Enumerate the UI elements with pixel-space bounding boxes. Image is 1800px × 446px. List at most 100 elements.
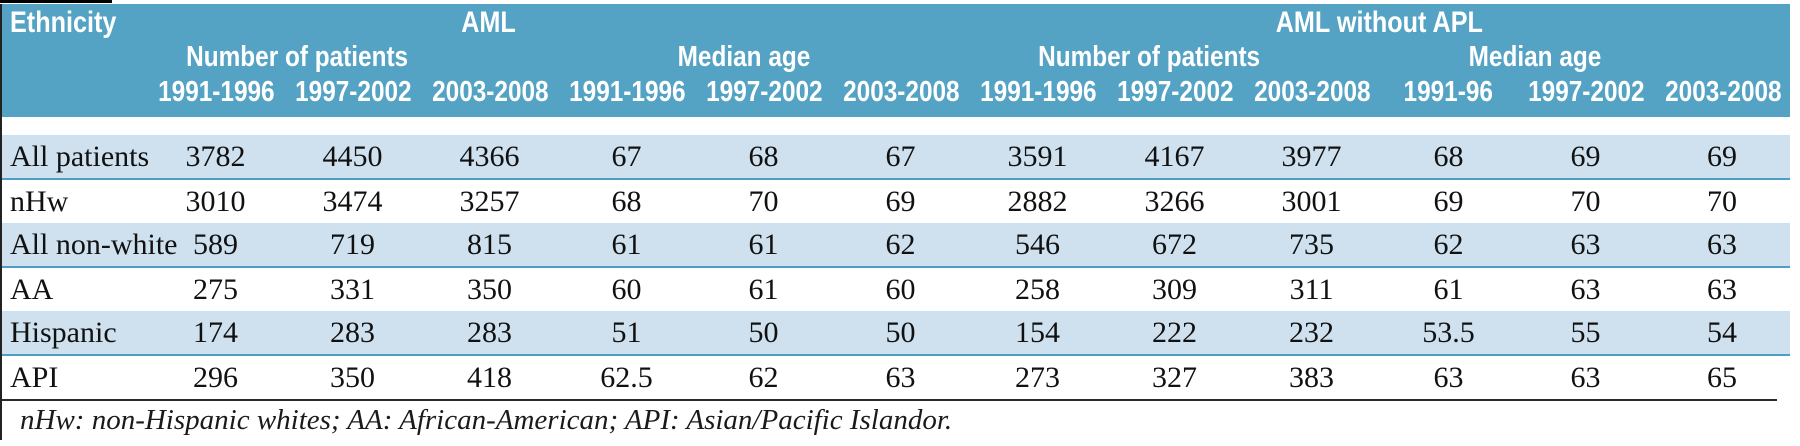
year-header: 1991-1996 — [558, 74, 695, 117]
year-header: 2003-2008 — [421, 74, 558, 117]
cell: 51 — [558, 311, 695, 356]
subgroup-header-awa-patients: Number of patients — [969, 40, 1381, 74]
table-body: All patients 3782 4450 4366 67 68 67 359… — [2, 117, 1791, 399]
cell: 62 — [1380, 223, 1518, 268]
cell: 327 — [1106, 355, 1244, 399]
cell: 70 — [695, 179, 832, 223]
cell: 69 — [1654, 135, 1791, 180]
table-header: Ethnicity AML AML without APL Number of … — [2, 4, 1791, 117]
cell: 4366 — [421, 135, 558, 180]
cell: 672 — [1106, 223, 1244, 268]
spacer-row — [2, 117, 1791, 135]
cell: 69 — [832, 179, 970, 223]
cell: 283 — [284, 311, 421, 356]
cell: 309 — [1106, 267, 1244, 311]
subgroup-header-aml-patients: Number of patients — [147, 40, 558, 74]
cell: 283 — [421, 311, 558, 356]
cell: 331 — [284, 267, 421, 311]
cell: 3591 — [969, 135, 1107, 180]
cell: 63 — [1517, 267, 1655, 311]
cell: 383 — [1243, 355, 1381, 399]
row-label: AA — [2, 267, 147, 311]
cell: 61 — [558, 223, 695, 268]
footnote-divider — [2, 399, 1777, 401]
cell: 719 — [284, 223, 421, 268]
year-header: 2003-2008 — [832, 74, 970, 117]
column-header-ethnicity-label: Ethnicity — [10, 6, 117, 39]
footnote: nHw: non-Hispanic whites; AA: African-Am… — [2, 401, 1790, 440]
cell: 61 — [695, 267, 832, 311]
cell: 275 — [147, 267, 284, 311]
cell: 4167 — [1106, 135, 1244, 180]
cell: 62 — [695, 355, 832, 399]
cell: 65 — [1654, 355, 1791, 399]
year-header: 2003-2008 — [1243, 74, 1381, 117]
header-row-subgroups: Number of patients Median age Number of … — [2, 40, 1791, 74]
cell: 3010 — [147, 179, 284, 223]
cell: 54 — [1654, 311, 1791, 356]
year-header: 1997-2002 — [1106, 74, 1244, 117]
year-header: 1997-2002 — [695, 74, 832, 117]
cell: 154 — [969, 311, 1107, 356]
cell: 350 — [284, 355, 421, 399]
cell: 3977 — [1243, 135, 1381, 180]
cell: 63 — [832, 355, 970, 399]
cell: 69 — [1517, 135, 1655, 180]
cell: 62.5 — [558, 355, 695, 399]
group-header-aml-without-apl: AML without APL — [969, 4, 1791, 40]
table-row-nhw: nHw 3010 3474 3257 68 70 69 2882 3266 30… — [2, 179, 1791, 223]
cell: 70 — [1517, 179, 1655, 223]
year-header: 1991-96 — [1380, 74, 1518, 117]
cell: 3782 — [147, 135, 284, 180]
year-header: 1997-2002 — [284, 74, 421, 117]
cell: 62 — [832, 223, 970, 268]
cell: 4450 — [284, 135, 421, 180]
group-header-aml-without-apl-label: AML without APL — [1275, 6, 1484, 39]
cell: 63 — [1654, 267, 1791, 311]
cell: 61 — [1380, 267, 1518, 311]
ethnicity-table-container: Ethnicity AML AML without APL Number of … — [0, 4, 1791, 440]
cell: 3266 — [1106, 179, 1244, 223]
year-header: 1991-1996 — [969, 74, 1107, 117]
cell: 50 — [832, 311, 970, 356]
cell: 68 — [1380, 135, 1518, 180]
cell: 273 — [969, 355, 1107, 399]
cell: 60 — [832, 267, 970, 311]
cell: 258 — [969, 267, 1107, 311]
cell: 67 — [558, 135, 695, 180]
cell: 60 — [558, 267, 695, 311]
cell: 61 — [695, 223, 832, 268]
cell: 222 — [1106, 311, 1244, 356]
column-header-ethnicity: Ethnicity — [2, 4, 147, 40]
year-header: 2003-2008 — [1654, 74, 1791, 117]
table-row-hispanic: Hispanic 174 283 283 51 50 50 154 222 23… — [2, 311, 1791, 356]
year-header: 1997-2002 — [1517, 74, 1655, 117]
cell: 311 — [1243, 267, 1381, 311]
cell: 735 — [1243, 223, 1381, 268]
cell: 418 — [421, 355, 558, 399]
year-header: 1991-1996 — [147, 74, 284, 117]
row-label: All non-white — [2, 223, 177, 268]
cell: 3001 — [1243, 179, 1381, 223]
cell: 68 — [695, 135, 832, 180]
ethnicity-table: Ethnicity AML AML without APL Number of … — [2, 4, 1791, 399]
cell: 55 — [1517, 311, 1655, 356]
cell: 174 — [147, 311, 284, 356]
header-spacer — [2, 74, 147, 117]
cell: 232 — [1243, 311, 1381, 356]
table-row-aa: AA 275 331 350 60 61 60 258 309 311 61 6… — [2, 267, 1791, 311]
cell: 63 — [1517, 355, 1655, 399]
cell: 350 — [421, 267, 558, 311]
group-header-aml-label: AML — [460, 6, 516, 39]
row-label: nHw — [2, 179, 147, 223]
cell: 3474 — [284, 179, 421, 223]
cell: 815 — [421, 223, 558, 268]
cell: 63 — [1517, 223, 1655, 268]
top-edge-artifact — [0, 0, 112, 3]
cell: 546 — [969, 223, 1107, 268]
subgroup-header-aml-median-age: Median age — [558, 40, 970, 74]
row-label: All patients — [2, 135, 149, 180]
header-spacer — [2, 40, 147, 74]
cell: 68 — [558, 179, 695, 223]
